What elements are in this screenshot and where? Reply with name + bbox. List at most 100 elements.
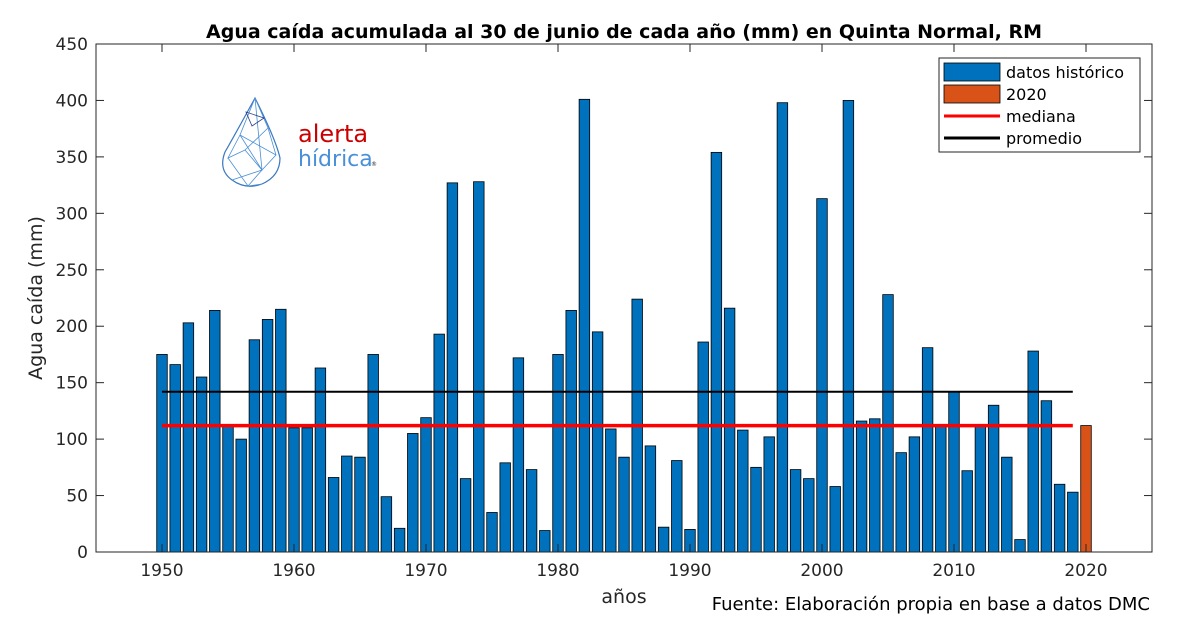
x-tick-label-2000: 2000 <box>800 561 843 581</box>
legend-label-1: 2020 <box>1006 85 1047 104</box>
y-tick-label-350: 350 <box>56 148 88 168</box>
legend-swatch-0 <box>943 62 1001 82</box>
bar-1996 <box>763 436 775 553</box>
y-tick-label-50: 50 <box>66 487 88 507</box>
bar-1968 <box>393 527 406 553</box>
bar-2003 <box>855 420 868 553</box>
bar-1956 <box>235 438 247 553</box>
bar-1980 <box>552 354 564 553</box>
legend-swatch-1 <box>943 84 1001 104</box>
bar-1993 <box>723 307 736 553</box>
bar-1972 <box>446 182 459 553</box>
y-tick-label-300: 300 <box>56 204 88 224</box>
bar-2011 <box>961 470 973 553</box>
legend-label-0: datos histórico <box>1006 63 1124 82</box>
y-tick-label-200: 200 <box>56 317 88 337</box>
bar-2001 <box>829 486 841 553</box>
bar-1973 <box>459 478 472 553</box>
bar-1977 <box>512 357 525 553</box>
bar-1955 <box>222 425 234 553</box>
bars-group <box>156 98 1092 553</box>
bar-1971 <box>433 333 445 553</box>
x-tick-label-2020: 2020 <box>1064 561 1107 581</box>
bar-1991 <box>697 341 709 553</box>
legend-items: datos histórico 2020 mediana promedio <box>943 62 1124 148</box>
axes-group: 0 50 100 150 200 250 300 350 400 450 1950 1960 1970 1… <box>56 35 1153 581</box>
bar-2002 <box>842 100 855 553</box>
x-axis-label: años <box>601 586 646 608</box>
y-tick-label-450: 450 <box>56 35 88 55</box>
logo-registered-mark: ® <box>371 161 377 168</box>
bar-1984 <box>605 428 617 553</box>
bar-1989 <box>671 460 683 553</box>
bar-1994 <box>737 429 749 553</box>
bar-1999 <box>803 478 815 553</box>
bar-1970 <box>420 417 432 553</box>
bar-2018 <box>1053 483 1066 553</box>
bar-1967 <box>380 496 393 553</box>
legend-label-3: promedio <box>1006 129 1082 148</box>
bar-1997 <box>776 102 789 553</box>
bar-1992 <box>710 151 723 553</box>
logo-line1: alerta <box>298 120 368 148</box>
bar-1952 <box>182 322 195 553</box>
bar-1985 <box>618 456 630 553</box>
y-tick-label-250: 250 <box>56 261 88 281</box>
bar-1953 <box>195 376 208 553</box>
y-tick-label-100: 100 <box>56 430 88 450</box>
bar-2006 <box>895 452 907 553</box>
bar-1988 <box>657 526 670 553</box>
chart-title: Agua caída acumulada al 30 de junio de c… <box>206 21 1042 43</box>
y-tick-label-400: 400 <box>56 91 88 111</box>
bar-1978 <box>525 469 538 553</box>
bar-1974 <box>473 181 485 553</box>
bar-2015 <box>1014 539 1026 553</box>
bar-1963 <box>327 477 340 553</box>
bar-2019 <box>1067 491 1079 553</box>
y-axis-label: Agua caída (mm) <box>25 216 47 380</box>
bar-2009 <box>935 425 947 553</box>
bar-1964 <box>341 455 353 553</box>
bar-1950 <box>156 354 168 553</box>
bar-1965 <box>354 456 366 553</box>
x-tick-label-1980: 1980 <box>536 561 579 581</box>
bar-2016 <box>1027 350 1039 553</box>
bar-2014 <box>1001 456 1013 553</box>
reference-lines-group <box>162 390 1073 428</box>
bar-1954 <box>209 310 221 553</box>
y-tick-label-0: 0 <box>77 543 88 563</box>
bar-1975 <box>486 512 498 553</box>
bar-2004 <box>869 418 881 553</box>
bar-1976 <box>499 462 511 553</box>
legend: datos histórico 2020 mediana promedio <box>938 57 1141 153</box>
x-tick-label-1960: 1960 <box>272 561 315 581</box>
bar-1995 <box>750 466 762 553</box>
bar-1961 <box>301 427 313 553</box>
bar-1959 <box>275 308 287 553</box>
bar-1987 <box>644 445 657 553</box>
bar-1998 <box>789 469 802 553</box>
bar-1960 <box>288 427 300 553</box>
x-tick-label-1970: 1970 <box>404 561 447 581</box>
source-note: Fuente: Elaboración propia en base a dat… <box>712 594 1150 615</box>
plot-frame <box>95 43 1153 553</box>
x-tick-label-1990: 1990 <box>668 561 711 581</box>
bar-1969 <box>407 433 419 553</box>
x-tick-label-2010: 2010 <box>932 561 975 581</box>
alerta-hidrica-logo: alerta hídrica ® <box>222 96 377 187</box>
bar-2010 <box>948 391 960 553</box>
bar-2020 <box>1080 425 1092 553</box>
bar-1951 <box>169 364 181 553</box>
bar-1957 <box>248 339 261 553</box>
bar-1958 <box>261 319 274 553</box>
bar-2008 <box>921 347 934 553</box>
bar-1981 <box>565 310 577 553</box>
bar-1983 <box>591 331 604 553</box>
bar-2007 <box>908 436 921 553</box>
bar-2012 <box>974 424 987 553</box>
bar-1966 <box>367 354 379 553</box>
y-tick-label-150: 150 <box>56 374 88 394</box>
bar-2005 <box>882 294 894 553</box>
